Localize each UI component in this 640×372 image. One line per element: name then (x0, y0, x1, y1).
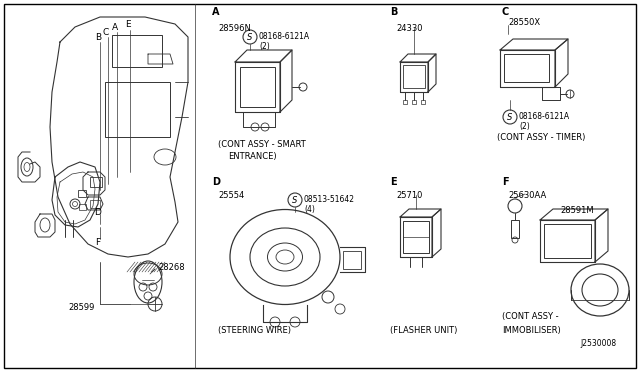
Text: 28596N: 28596N (218, 23, 251, 32)
Text: 25554: 25554 (218, 190, 244, 199)
Text: 25630AA: 25630AA (508, 190, 547, 199)
Text: 28550X: 28550X (508, 17, 540, 26)
Text: C: C (103, 28, 109, 36)
Text: 08168-6121A: 08168-6121A (519, 112, 570, 121)
Text: IMMOBILISER): IMMOBILISER) (502, 326, 561, 334)
Bar (544, 224, 591, 258)
Bar (403, 221, 429, 253)
Text: D: D (212, 177, 220, 187)
Bar (78, 190, 86, 197)
Text: 28599: 28599 (68, 302, 94, 311)
Bar (105, 82, 170, 137)
Text: 08168-6121A: 08168-6121A (259, 32, 310, 41)
Text: 08513-51642: 08513-51642 (304, 195, 355, 203)
Text: 28268: 28268 (158, 263, 184, 272)
Text: J2530008: J2530008 (580, 340, 616, 349)
Text: (2): (2) (519, 122, 530, 131)
Text: (CONT ASSY - TIMER): (CONT ASSY - TIMER) (497, 132, 586, 141)
Text: B: B (390, 7, 397, 17)
Text: (CONT ASSY -: (CONT ASSY - (502, 312, 559, 321)
Text: S: S (247, 32, 253, 42)
Bar (403, 65, 425, 88)
Text: 28591M: 28591M (560, 205, 594, 215)
Bar (112, 35, 162, 67)
Text: A: A (212, 7, 220, 17)
Text: 24330: 24330 (396, 23, 422, 32)
Bar (90, 177, 102, 187)
Text: F: F (502, 177, 509, 187)
Text: (FLASHER UNIT): (FLASHER UNIT) (390, 326, 458, 334)
Text: (CONT ASSY - SMART: (CONT ASSY - SMART (218, 140, 306, 148)
Text: B: B (95, 32, 101, 42)
Text: E: E (390, 177, 397, 187)
Text: D: D (95, 208, 101, 217)
Text: E: E (125, 19, 131, 29)
Bar (403, 100, 407, 104)
Text: (4): (4) (304, 205, 315, 214)
Text: (2): (2) (259, 42, 269, 51)
Text: C: C (502, 7, 509, 17)
Bar (90, 200, 100, 208)
Text: S: S (292, 196, 298, 205)
Text: F: F (95, 237, 100, 247)
Text: (STEERING WIRE): (STEERING WIRE) (218, 326, 291, 334)
Bar (79, 204, 86, 210)
Bar (511, 220, 519, 238)
Text: 25710: 25710 (396, 190, 422, 199)
Bar (343, 251, 361, 269)
Bar (421, 100, 425, 104)
Bar (240, 67, 275, 107)
Text: S: S (508, 112, 513, 122)
Text: A: A (112, 22, 118, 32)
Bar (412, 100, 416, 104)
Text: ENTRANCE): ENTRANCE) (228, 151, 276, 160)
Bar (504, 54, 549, 82)
